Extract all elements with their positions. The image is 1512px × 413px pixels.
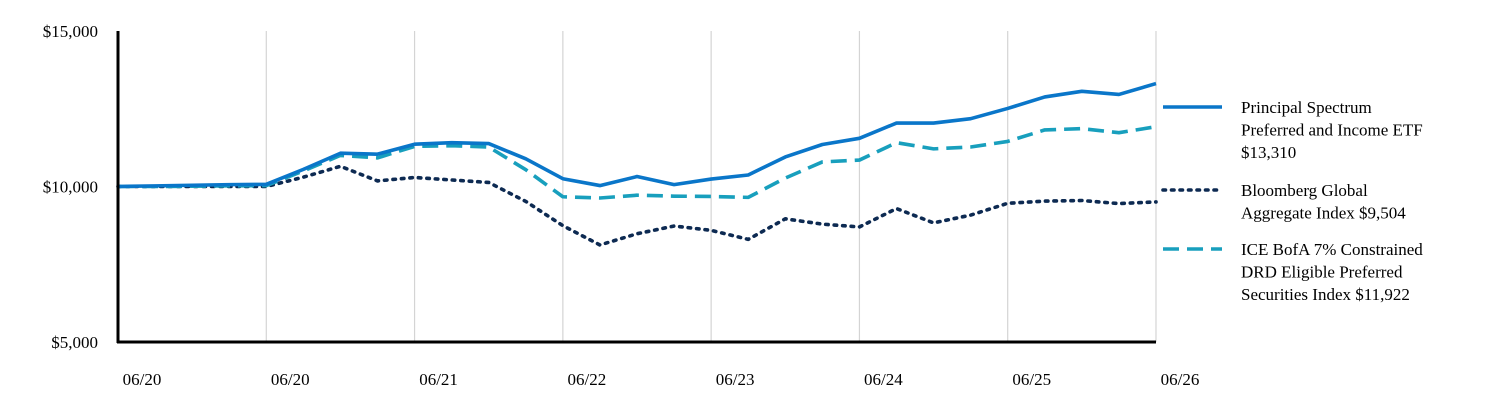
gridlines [265,31,1157,342]
x-tick-labels: 06/20 06/20 06/21 06/22 06/23 06/24 06/25 06/26 [123,370,1200,389]
x-tick-label: 06/21 [419,370,458,389]
x-tick-label: 06/26 [1161,370,1200,389]
legend-label: Principal Spectrum [1241,98,1372,117]
series-line-1 [116,164,1158,247]
x-tick-label: 06/20 [123,370,162,389]
legend-label: Preferred and Income ETF [1241,121,1423,140]
series-line-0 [117,81,1157,189]
y-tick-labels: $15,000 $10,000 $5,000 [43,22,98,352]
legend-label: Aggregate Index $9,504 [1241,204,1406,223]
y-tick-label: $15,000 [43,22,98,41]
x-tick-label: 06/24 [864,370,903,389]
legend-label: DRD Eligible Preferred [1241,263,1403,282]
y-tick-label: $10,000 [43,178,98,197]
legend-label: $13,310 [1241,143,1296,162]
x-tick-label: 06/23 [716,370,755,389]
legend: Principal Spectrum Preferred and Income E… [1161,98,1423,304]
legend-label: ICE BofA 7% Constrained [1241,240,1423,259]
x-tick-label: 06/20 [271,370,310,389]
series-lines [116,81,1158,247]
legend-label: Bloomberg Global [1241,181,1368,200]
x-tick-label: 06/25 [1012,370,1051,389]
y-tick-label: $5,000 [51,333,98,352]
axes [116,31,1156,344]
legend-label: Securities Index $11,922 [1241,285,1410,304]
series-line-2 [118,124,1157,200]
x-tick-label: 06/22 [567,370,606,389]
